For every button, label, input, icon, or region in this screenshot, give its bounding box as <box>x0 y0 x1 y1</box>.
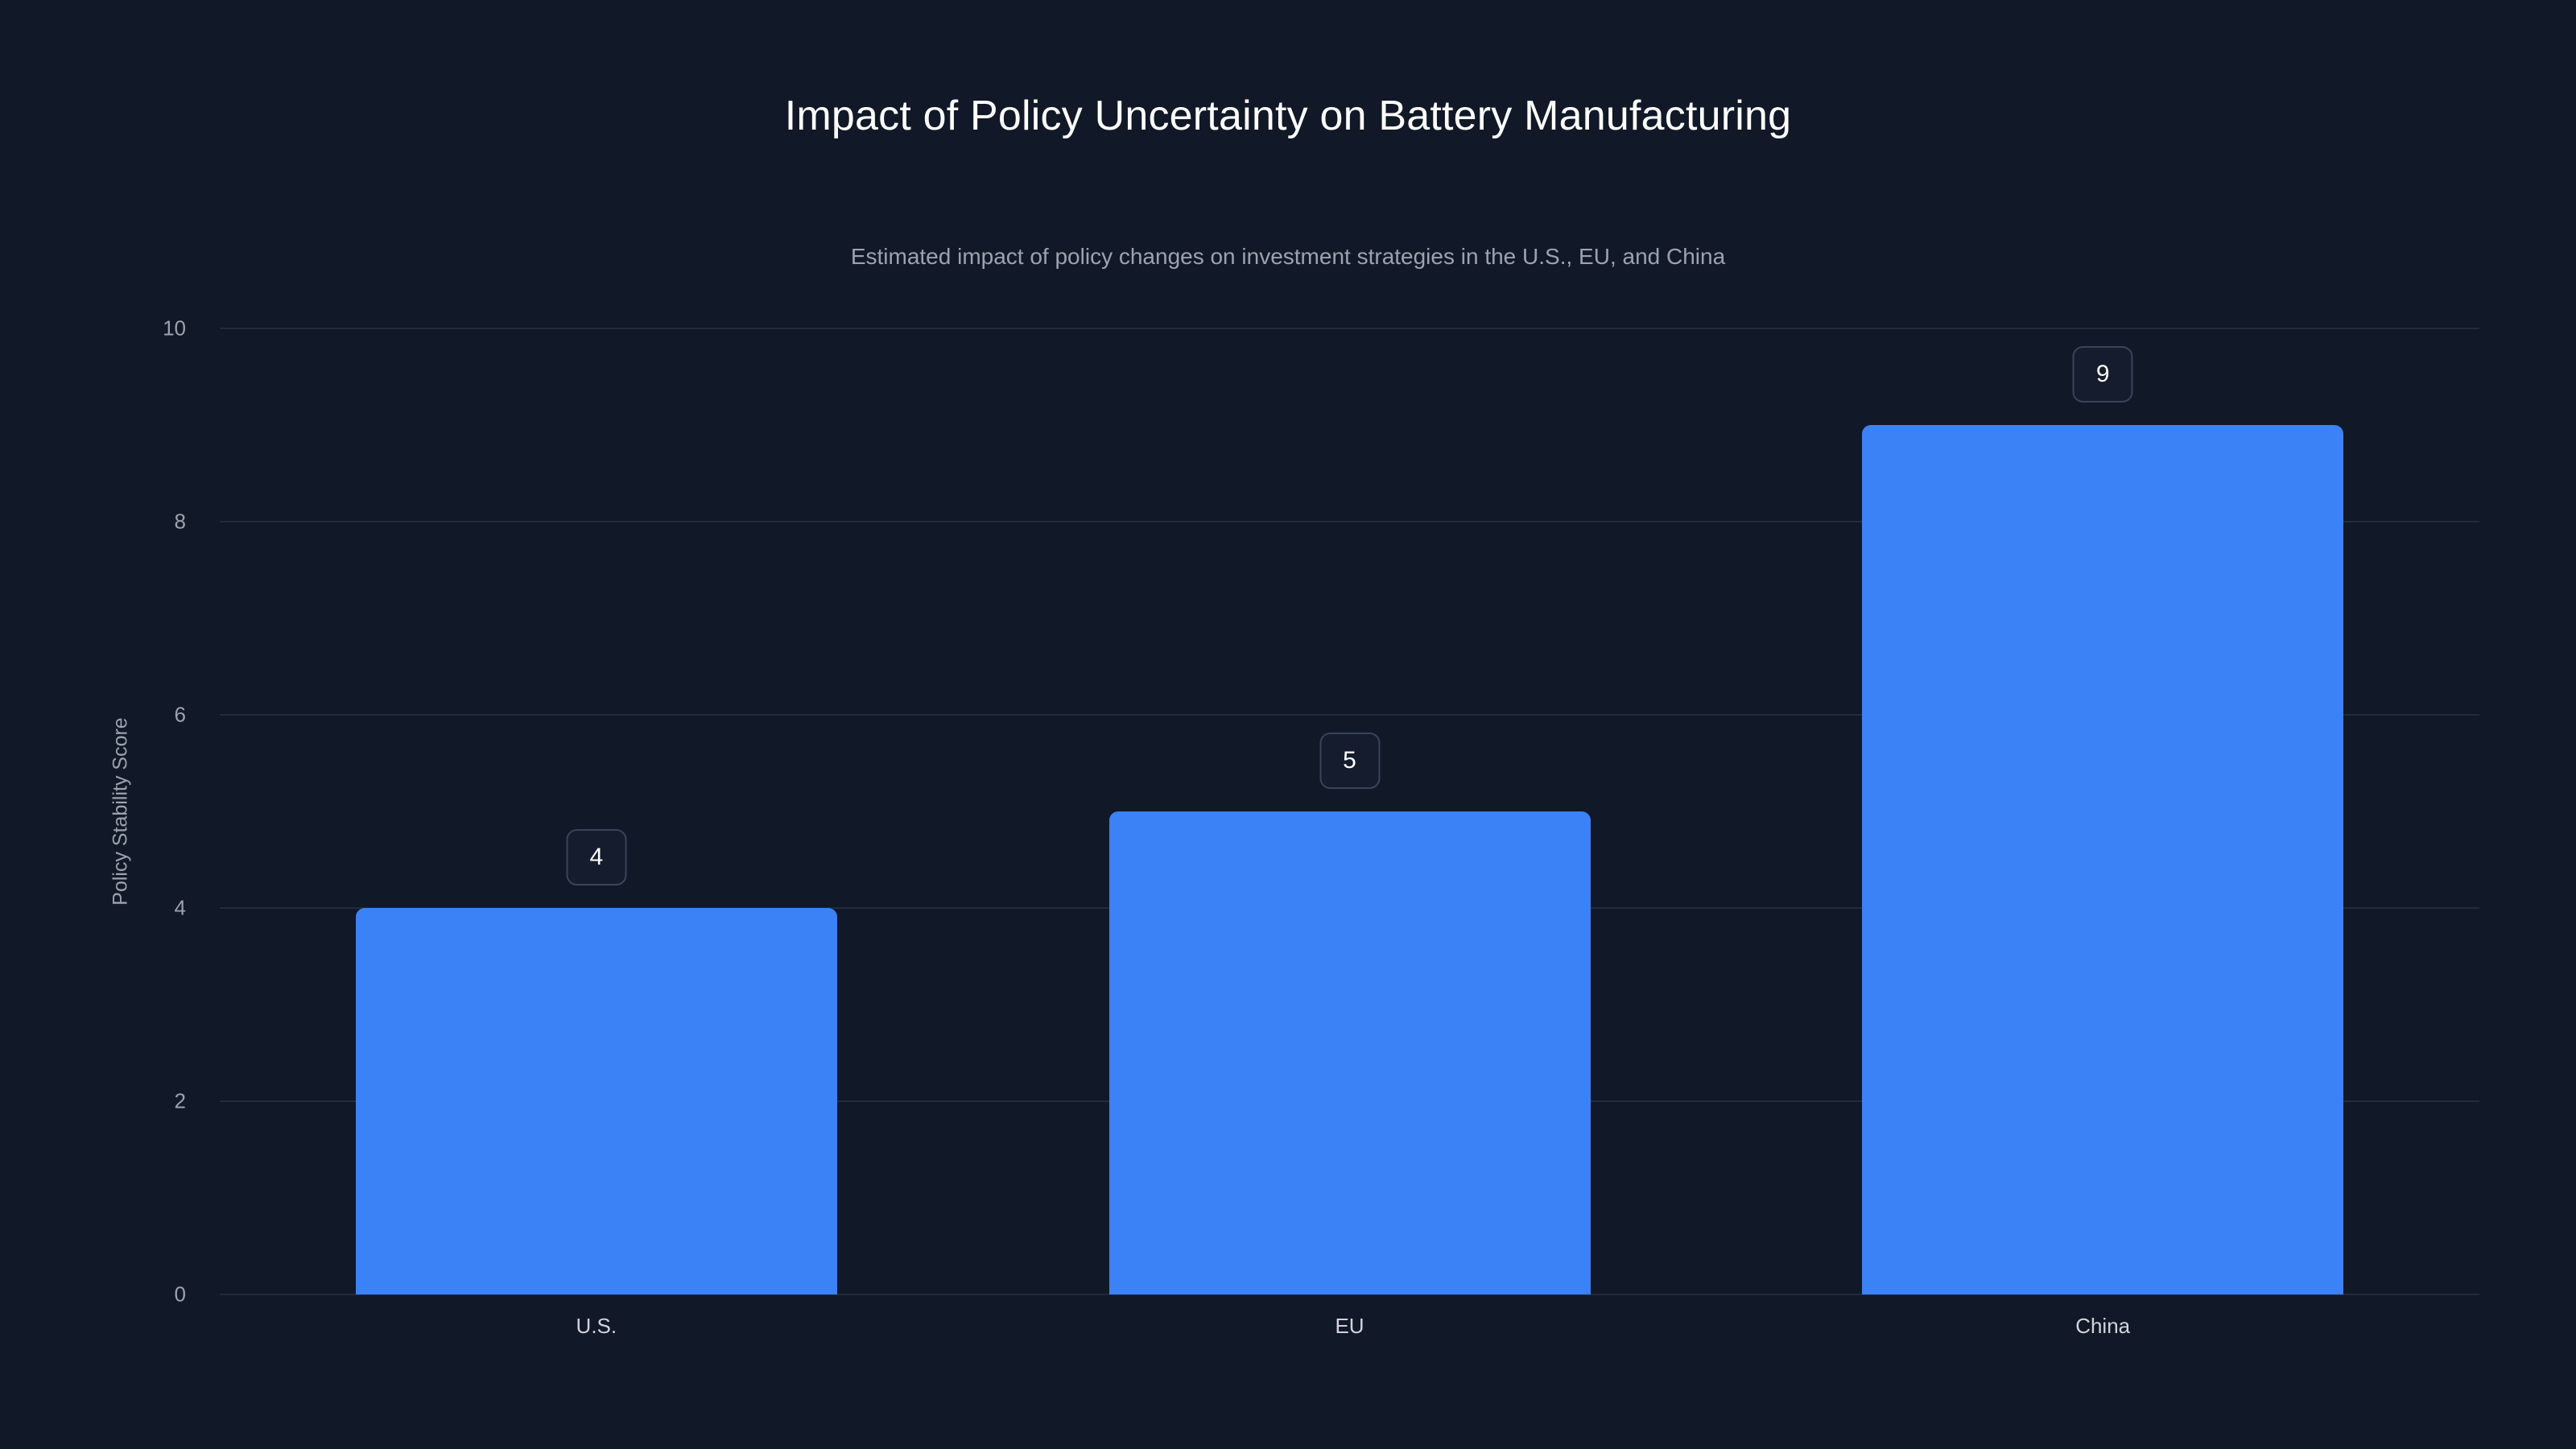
value-badge: 4 <box>566 829 627 886</box>
gridline <box>220 328 2479 329</box>
value-badge: 9 <box>2072 346 2133 402</box>
y-axis-tick-label: 0 <box>174 1282 186 1307</box>
bar-china[interactable] <box>1862 425 2344 1294</box>
x-axis-tick-label: EU <box>1335 1314 1364 1338</box>
y-axis-tick-label: 6 <box>174 702 186 727</box>
plot-area: Policy Stability Score 0 2 4 6 8 10 4 5 9 <box>109 316 2479 1307</box>
bar-u-s[interactable] <box>355 908 837 1294</box>
gridline <box>220 521 2479 522</box>
page-title: Impact of Policy Uncertainty on Battery … <box>784 93 1792 139</box>
y-axis-tick-label: 10 <box>163 316 186 341</box>
gridline <box>220 714 2479 716</box>
x-axis-tick-label: U.S. <box>576 1314 617 1338</box>
x-axis-tick-label: China <box>2075 1314 2131 1338</box>
value-badge: 5 <box>1319 733 1380 789</box>
y-axis-tick-label: 8 <box>174 509 186 534</box>
bar-eu[interactable] <box>1108 811 1591 1294</box>
chart-subtitle: Estimated impact of policy changes on in… <box>850 244 1726 269</box>
y-axis-title: Policy Stability Score <box>109 717 132 906</box>
y-axis-tick-label: 4 <box>174 895 186 920</box>
y-axis-tick-label: 2 <box>174 1088 186 1113</box>
gridline <box>220 1294 2479 1295</box>
